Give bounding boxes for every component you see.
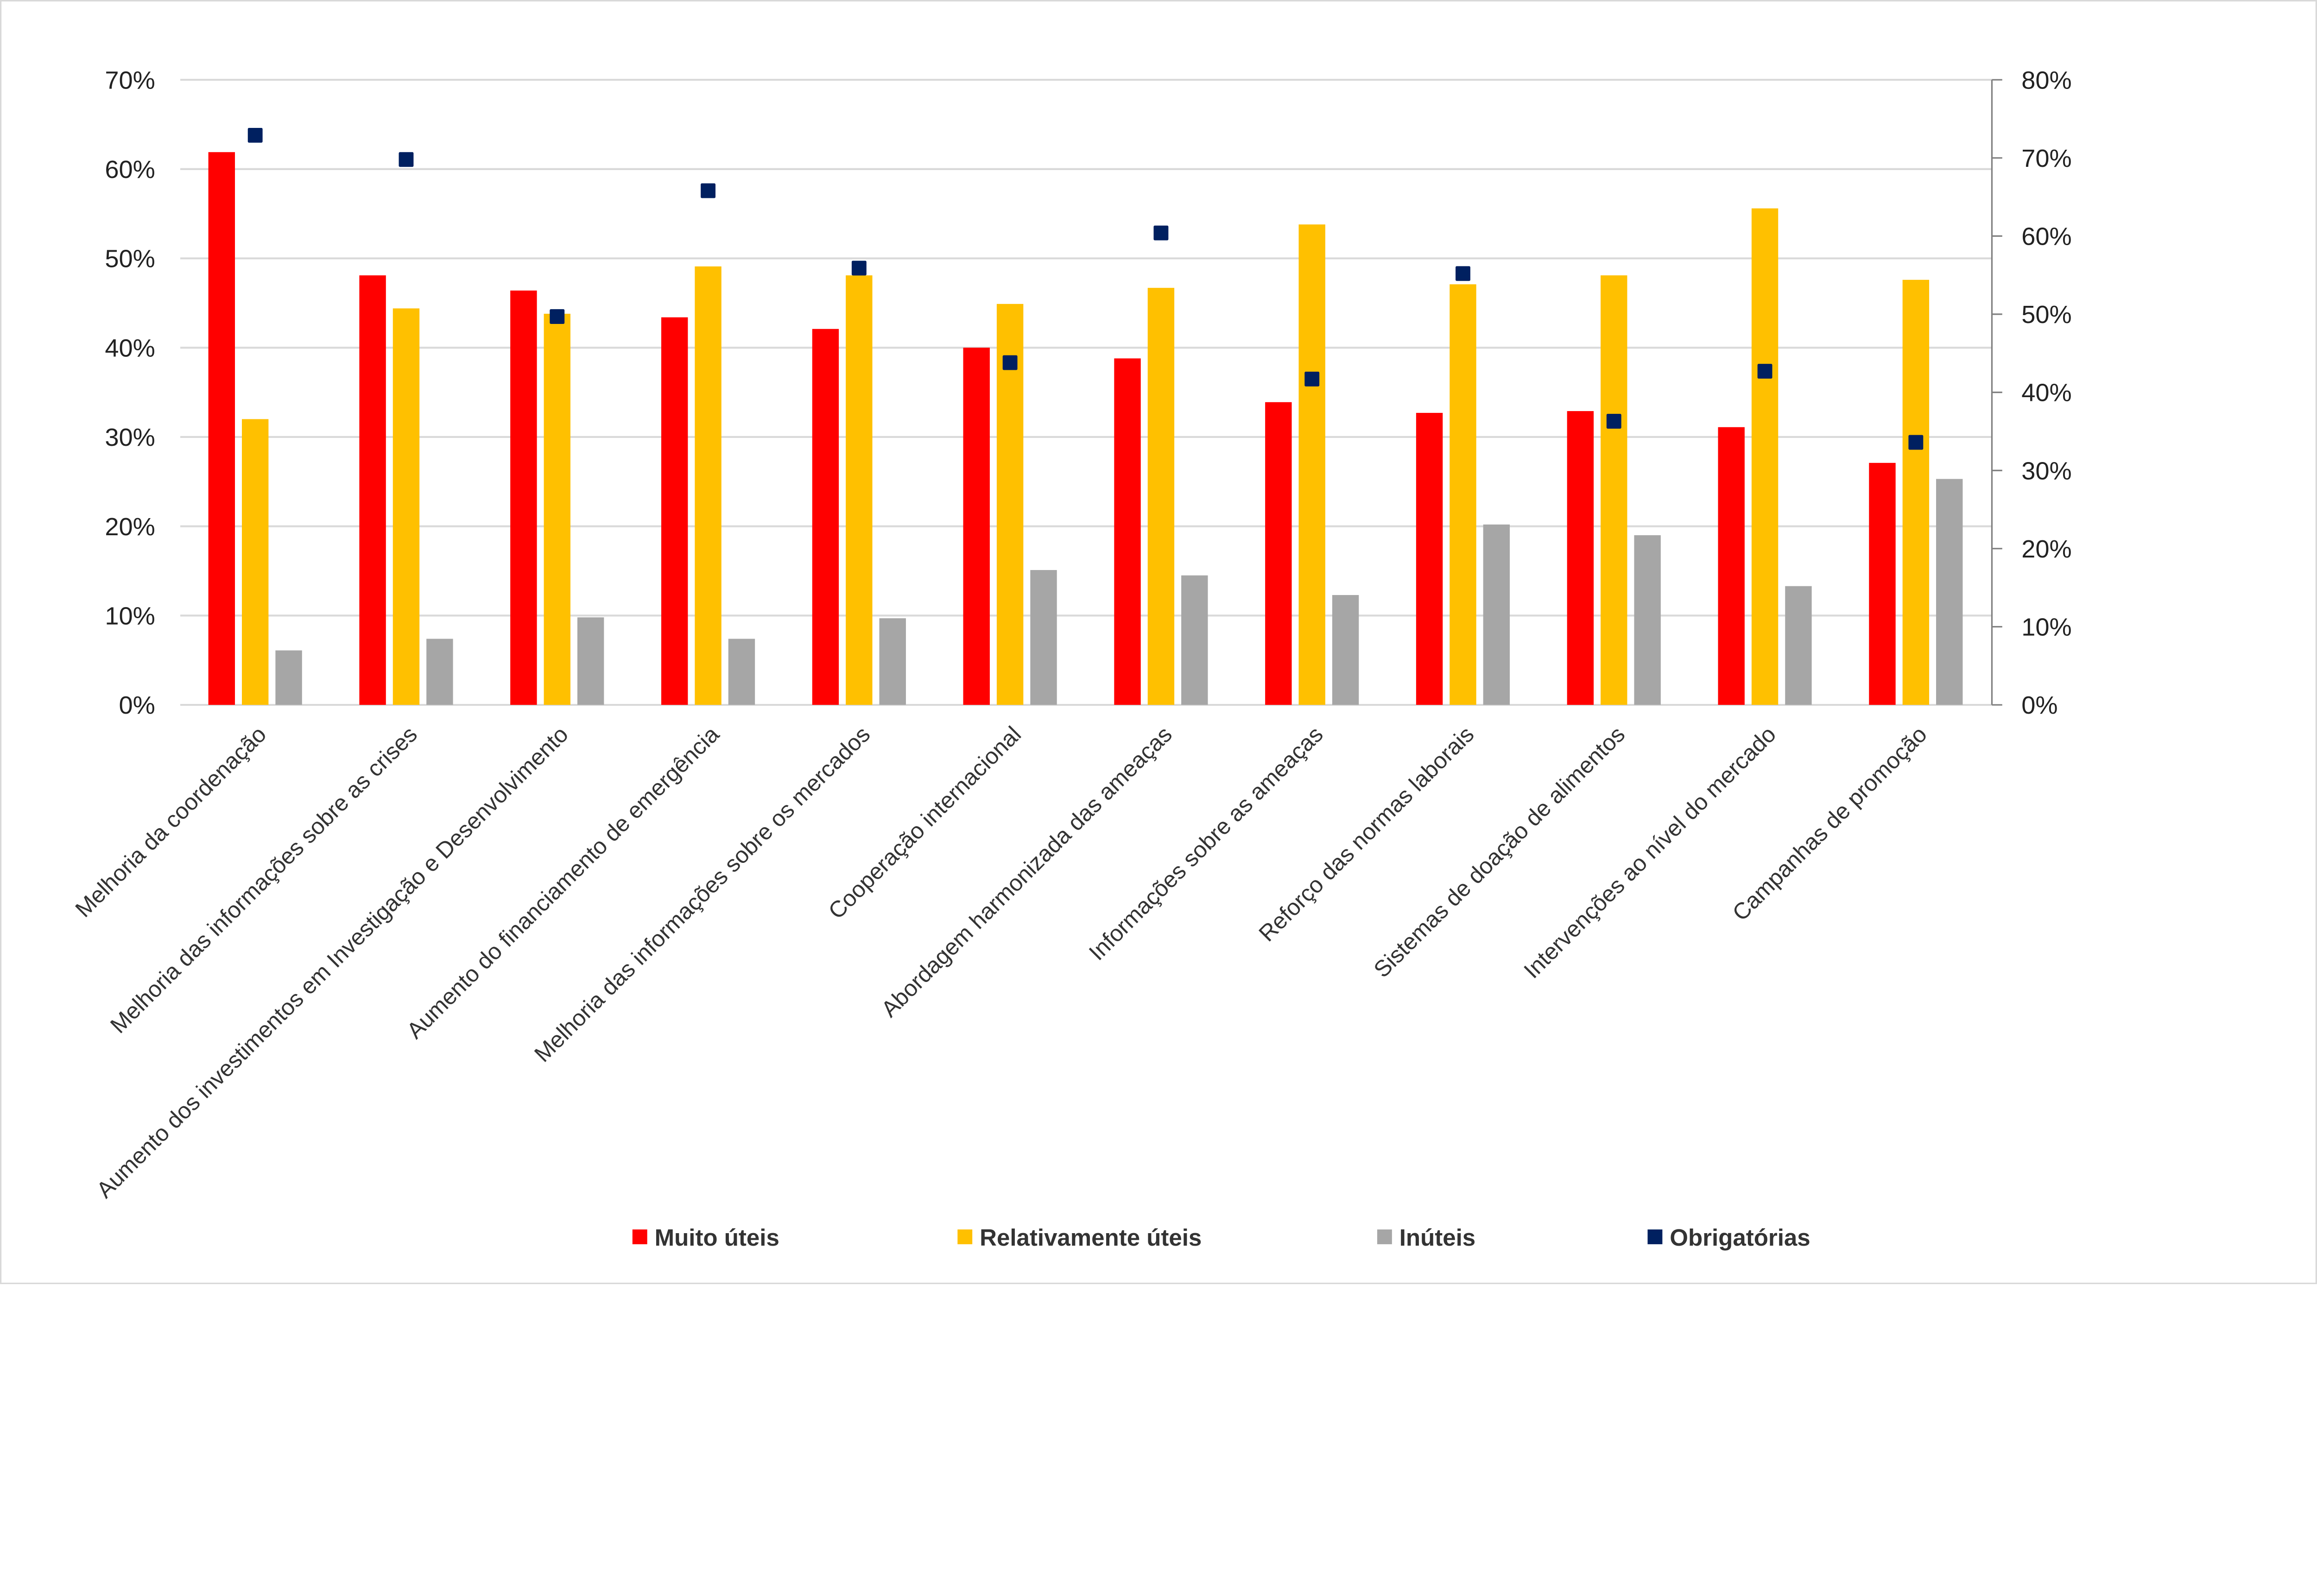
bar-relativamente-úteis	[241, 419, 269, 705]
bar-inúteis	[1030, 570, 1057, 705]
bar-relativamente-úteis	[1450, 284, 1476, 705]
legend-swatch	[1647, 1229, 1663, 1244]
bar-muito-úteis	[661, 317, 688, 705]
right-tick-label: 30%	[2021, 457, 2071, 485]
markers	[247, 127, 1924, 450]
bar-muito-úteis	[812, 329, 839, 705]
left-tick-label: 70%	[105, 66, 155, 94]
right-axis: 0% 10% 20% 30% 40% 50% 60% 70% 80%	[1991, 66, 2072, 719]
legend-item: Relativamente úteis	[957, 1224, 1202, 1251]
marker-obrigatorias	[1606, 414, 1621, 429]
bar-inúteis	[1634, 535, 1661, 705]
bar-muito-úteis	[1265, 402, 1292, 705]
right-tick-label: 50%	[2021, 301, 2071, 329]
left-tick-label: 40%	[105, 334, 155, 362]
bar-relativamente-úteis	[996, 304, 1024, 705]
bar-muito-úteis	[1114, 358, 1141, 705]
bar-inúteis	[728, 639, 755, 705]
bar-relativamente-úteis	[846, 275, 873, 705]
right-tick-label: 10%	[2021, 614, 2071, 641]
legend-item: Inúteis	[1377, 1224, 1475, 1251]
bar-relativamente-úteis	[695, 266, 722, 705]
bars	[208, 152, 1963, 705]
marker-obrigatorias	[399, 152, 414, 167]
bar-inúteis	[577, 617, 604, 705]
bar-muito-úteis	[510, 290, 537, 705]
legend-label: Obrigatórias	[1670, 1224, 1810, 1251]
left-tick-label: 50%	[105, 245, 155, 273]
right-tick-label: 60%	[2021, 223, 2071, 251]
bar-relativamente-úteis	[392, 308, 420, 705]
chart: 0% 10% 20% 30% 40% 50% 60% 70% 0% 10% 20% 30% 40% 50…	[0, 0, 2317, 1285]
right-tick-label: 70%	[2021, 145, 2071, 172]
marker-obrigatorias	[1153, 225, 1169, 241]
bar-inúteis	[879, 618, 906, 705]
legend-swatch	[1377, 1229, 1392, 1244]
legend-swatch	[632, 1229, 647, 1244]
bar-relativamente-úteis	[1601, 275, 1627, 705]
right-tick-label: 80%	[2021, 66, 2071, 94]
bar-relativamente-úteis	[544, 314, 570, 705]
marker-obrigatorias	[1757, 364, 1773, 379]
bar-inúteis	[426, 639, 453, 705]
legend-label: Inúteis	[1399, 1224, 1475, 1251]
marker-obrigatorias	[701, 183, 715, 198]
marker-obrigatorias	[851, 260, 867, 276]
left-tick-label: 20%	[105, 513, 155, 541]
left-tick-label: 60%	[105, 156, 155, 184]
left-tick-label: 30%	[105, 424, 155, 451]
bar-muito-úteis	[963, 348, 990, 705]
left-tick-label: 0%	[119, 691, 155, 719]
left-axis: 0% 10% 20% 30% 40% 50% 60% 70%	[105, 66, 155, 719]
right-tick-label: 0%	[2021, 691, 2057, 719]
bar-relativamente-úteis	[1902, 279, 1930, 705]
bar-muito-úteis	[208, 152, 235, 705]
bar-muito-úteis	[1567, 411, 1594, 705]
marker-obrigatorias	[1002, 355, 1018, 370]
bar-relativamente-úteis	[1298, 224, 1325, 705]
bar-muito-úteis	[1416, 412, 1443, 705]
marker-obrigatorias	[247, 127, 263, 143]
bar-relativamente-úteis	[1751, 208, 1779, 705]
bar-muito-úteis	[1869, 462, 1896, 705]
bar-inúteis	[1332, 595, 1359, 705]
bar-inúteis	[1785, 586, 1812, 705]
right-tick-label: 20%	[2021, 535, 2071, 563]
bar-inúteis	[1936, 479, 1963, 705]
legend-label: Relativamente úteis	[980, 1224, 1202, 1251]
bar-relativamente-úteis	[1147, 288, 1175, 705]
legend: Muito úteis Relativamente úteis Inúteis Obr…	[632, 1224, 1811, 1251]
marker-obrigatorias	[1304, 372, 1320, 386]
right-tick-label: 40%	[2021, 379, 2071, 407]
bar-muito-úteis	[359, 275, 386, 705]
legend-item: Obrigatórias	[1647, 1224, 1811, 1251]
gridlines	[180, 79, 1992, 706]
marker-obrigatorias	[1456, 266, 1470, 281]
bar-inúteis	[1181, 575, 1208, 705]
legend-item: Muito úteis	[632, 1224, 779, 1251]
marker-obrigatorias	[1908, 435, 1924, 450]
legend-label: Muito úteis	[655, 1224, 779, 1251]
bar-inúteis	[1483, 524, 1510, 705]
bar-inúteis	[275, 650, 302, 705]
marker-obrigatorias	[550, 309, 565, 324]
legend-swatch	[957, 1229, 973, 1244]
bar-muito-úteis	[1718, 427, 1745, 705]
left-tick-label: 10%	[105, 602, 155, 630]
